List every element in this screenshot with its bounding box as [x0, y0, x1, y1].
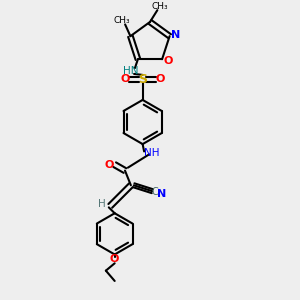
Text: HN: HN — [123, 66, 138, 76]
Text: O: O — [110, 254, 119, 265]
Text: CH₃: CH₃ — [114, 16, 130, 25]
Text: O: O — [120, 74, 130, 84]
Text: N: N — [157, 189, 166, 199]
Text: O: O — [156, 74, 165, 84]
Text: N: N — [171, 30, 180, 40]
Text: CH₃: CH₃ — [152, 2, 168, 11]
Text: H: H — [98, 200, 105, 209]
Text: NH: NH — [144, 148, 159, 158]
Text: S: S — [138, 73, 147, 86]
Text: C: C — [152, 187, 158, 197]
Text: O: O — [164, 56, 173, 66]
Text: O: O — [104, 160, 113, 170]
